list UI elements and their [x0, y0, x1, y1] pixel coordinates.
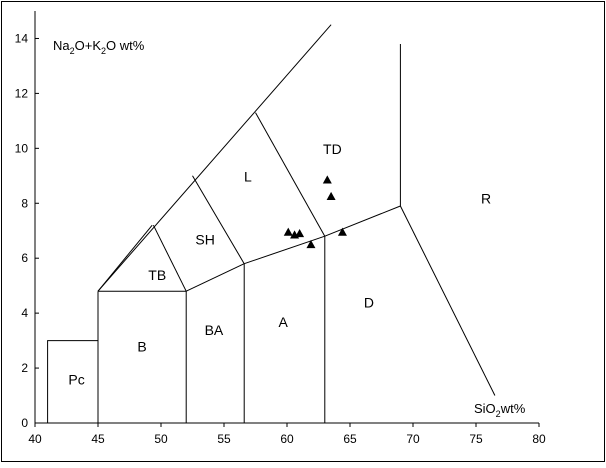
data-point: [337, 227, 347, 236]
x-tick-label: 45: [91, 432, 105, 446]
x-tick-label: 40: [28, 432, 42, 446]
field-boundary-line: [97, 24, 332, 292]
x-axis-label: SiO2wt%: [474, 401, 526, 419]
x-tick-label: 75: [469, 432, 483, 446]
field-label-l: L: [244, 168, 252, 184]
y-axis-label: Na2O+K2O wt%: [53, 38, 145, 56]
data-point: [283, 227, 293, 236]
field-boundary-line: [255, 112, 326, 237]
x-tick-label: 65: [343, 432, 357, 446]
field-boundaries: [47, 24, 496, 423]
field-boundary-line: [192, 175, 245, 264]
field-label-tb: TB: [148, 267, 166, 283]
y-tick-label: 14: [15, 31, 29, 45]
field-label-sh: SH: [195, 231, 214, 247]
field-labels: Pc B BA A D TB SH L TD R: [68, 141, 491, 388]
field-label-pc: Pc: [68, 372, 84, 388]
x-tick-label: 80: [532, 432, 546, 446]
field-boundary-line: [47, 340, 98, 423]
x-tick-label: 50: [154, 432, 168, 446]
y-tick-label: 4: [21, 306, 28, 320]
field-boundary-line: [98, 290, 187, 423]
y-tick-label: 0: [21, 416, 28, 430]
y-tick-label: 6: [21, 251, 28, 265]
data-point: [295, 228, 305, 238]
field-label-b: B: [137, 339, 146, 355]
data-point: [326, 191, 336, 200]
data-point: [306, 239, 316, 249]
data-points: [283, 175, 347, 249]
x-tick-label: 55: [217, 432, 231, 446]
field-label-td: TD: [323, 141, 342, 157]
field-label-a: A: [279, 314, 289, 330]
field-boundary-line: [324, 205, 401, 237]
y-tick-label: 8: [21, 196, 28, 210]
field-boundary-line: [152, 224, 187, 292]
field-label-ba: BA: [205, 322, 224, 338]
data-point: [322, 175, 332, 184]
y-tick-label: 10: [15, 141, 29, 155]
field-boundary-line: [185, 263, 245, 292]
y-tick-label: 12: [15, 86, 29, 100]
x-tick-label: 70: [406, 432, 420, 446]
field-label-d: D: [364, 295, 374, 311]
field-boundary-line: [399, 205, 496, 396]
field-boundary-line: [244, 235, 325, 265]
axes: 40 45 50 55 60 65 70 75 80 0 2 4 6 8 10 12 14: [15, 11, 546, 446]
y-tick-label: 2: [21, 361, 28, 375]
x-tick-label: 60: [280, 432, 294, 446]
field-label-r: R: [481, 190, 491, 206]
